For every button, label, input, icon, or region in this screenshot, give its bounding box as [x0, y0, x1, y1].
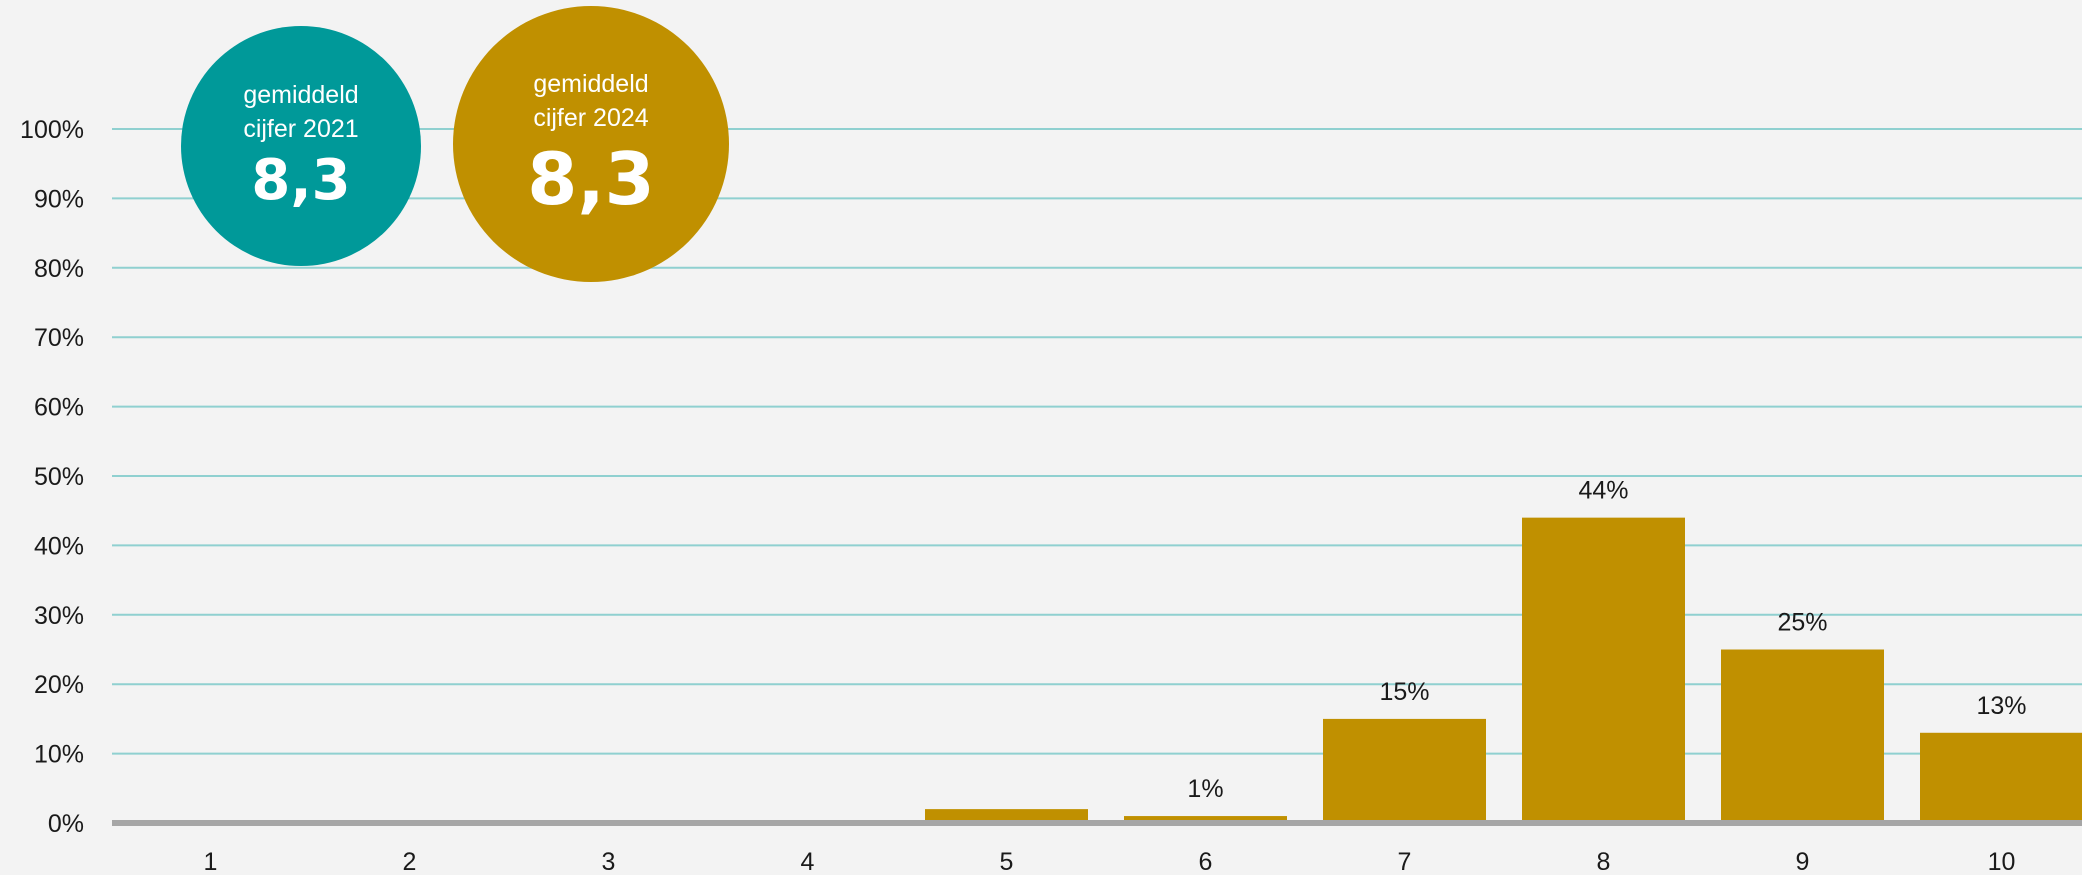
y-tick-label: 100%	[20, 116, 84, 144]
y-tick-label: 30%	[34, 602, 84, 630]
x-axis-ticks: 1 2 3 4 5 6 7 8 9 10	[204, 848, 2016, 875]
y-axis-ticks: 0% 10% 20% 30% 40% 50% 60% 70% 80% 90% 100%	[20, 116, 84, 838]
data-label: 15%	[1379, 678, 1429, 706]
bar-10	[1920, 732, 2082, 823]
y-tick-label: 80%	[34, 255, 84, 283]
bar-6	[1124, 816, 1287, 823]
y-tick-label: 70%	[34, 324, 84, 352]
y-tick-label: 90%	[34, 185, 84, 213]
x-tick-label: 5	[1000, 848, 1014, 875]
y-tick-label: 20%	[34, 671, 84, 699]
x-tick-label: 4	[801, 848, 815, 875]
average-2021-badge: gemiddeld cijfer 2021 8,3	[181, 26, 421, 266]
average-2024-badge: gemiddeld cijfer 2024 8,3	[453, 6, 729, 282]
bar-5	[925, 809, 1088, 823]
y-tick-label: 50%	[34, 463, 84, 491]
average-2024-label: gemiddeld cijfer 2024	[533, 70, 649, 132]
bar-9	[1721, 649, 1884, 823]
x-tick-label: 2	[403, 848, 417, 875]
x-tick-label: 7	[1398, 848, 1412, 875]
data-label: 44%	[1578, 477, 1628, 505]
x-tick-label: 10	[1988, 848, 2016, 875]
y-tick-label: 10%	[34, 741, 84, 769]
x-tick-label: 9	[1796, 848, 1810, 875]
data-labels: 1% 15% 44% 25% 13%	[1187, 477, 2026, 803]
average-2024-value: 8,3	[527, 137, 655, 221]
average-2021-value: 8,3	[251, 148, 351, 213]
average-2021-label: gemiddeld cijfer 2021	[243, 81, 359, 143]
y-tick-label: 40%	[34, 532, 84, 560]
x-tick-label: 6	[1199, 848, 1213, 875]
y-tick-label: 0%	[48, 810, 84, 838]
data-label: 1%	[1187, 775, 1223, 803]
bar-8	[1522, 517, 1685, 823]
y-tick-label: 60%	[34, 394, 84, 422]
x-tick-label: 8	[1597, 848, 1611, 875]
gridlines	[112, 128, 2082, 755]
bars	[925, 517, 2082, 823]
x-tick-label: 1	[204, 848, 218, 875]
data-label: 13%	[1976, 692, 2026, 720]
x-tick-label: 3	[602, 848, 616, 875]
data-label: 25%	[1777, 609, 1827, 637]
bar-7	[1323, 718, 1486, 823]
